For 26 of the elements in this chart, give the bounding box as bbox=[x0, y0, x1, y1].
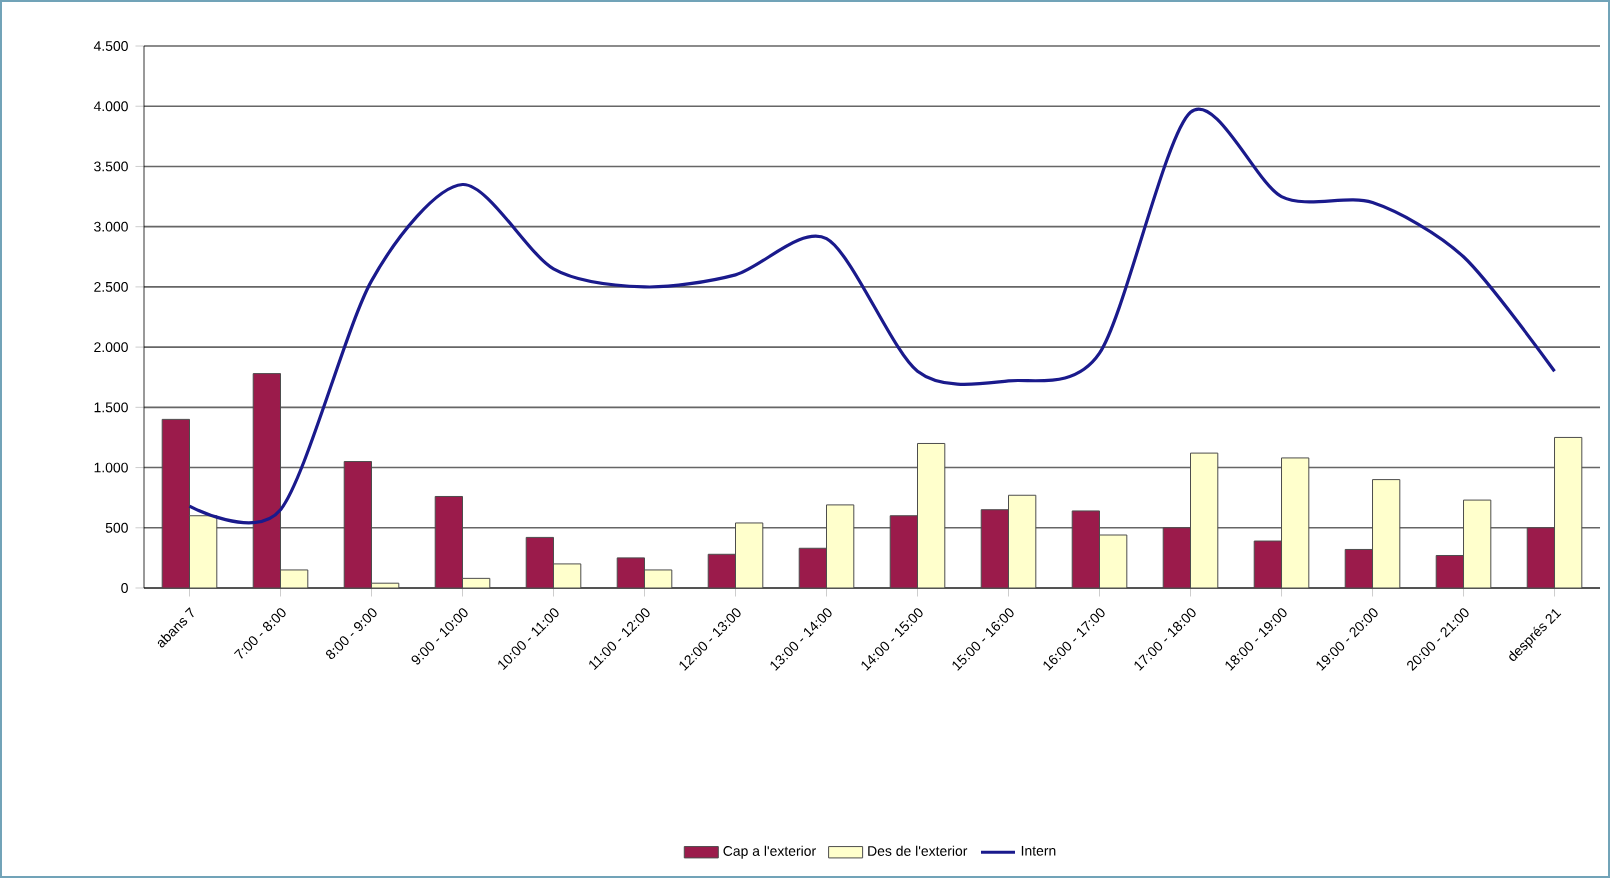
bar bbox=[1008, 494, 1037, 589]
bar bbox=[1190, 452, 1219, 589]
bar bbox=[252, 373, 281, 589]
bar bbox=[889, 515, 919, 589]
bar bbox=[1526, 527, 1556, 589]
bar bbox=[1099, 534, 1128, 589]
bar bbox=[525, 536, 554, 589]
bar bbox=[161, 418, 190, 589]
bar bbox=[798, 547, 828, 589]
bar bbox=[1344, 548, 1374, 589]
bar bbox=[917, 442, 946, 589]
bar bbox=[707, 553, 737, 589]
bar bbox=[189, 515, 218, 589]
bar bbox=[1554, 436, 1583, 589]
bar bbox=[826, 504, 855, 589]
bar bbox=[343, 461, 372, 589]
bar bbox=[434, 495, 463, 589]
bar bbox=[1162, 527, 1192, 589]
bar bbox=[1372, 479, 1401, 589]
bar bbox=[1435, 554, 1465, 589]
bar bbox=[980, 509, 1010, 589]
bar bbox=[1253, 540, 1283, 589]
bar bbox=[1463, 499, 1492, 589]
bar bbox=[735, 522, 764, 589]
bar bbox=[1281, 457, 1310, 589]
bar bbox=[1071, 510, 1101, 589]
